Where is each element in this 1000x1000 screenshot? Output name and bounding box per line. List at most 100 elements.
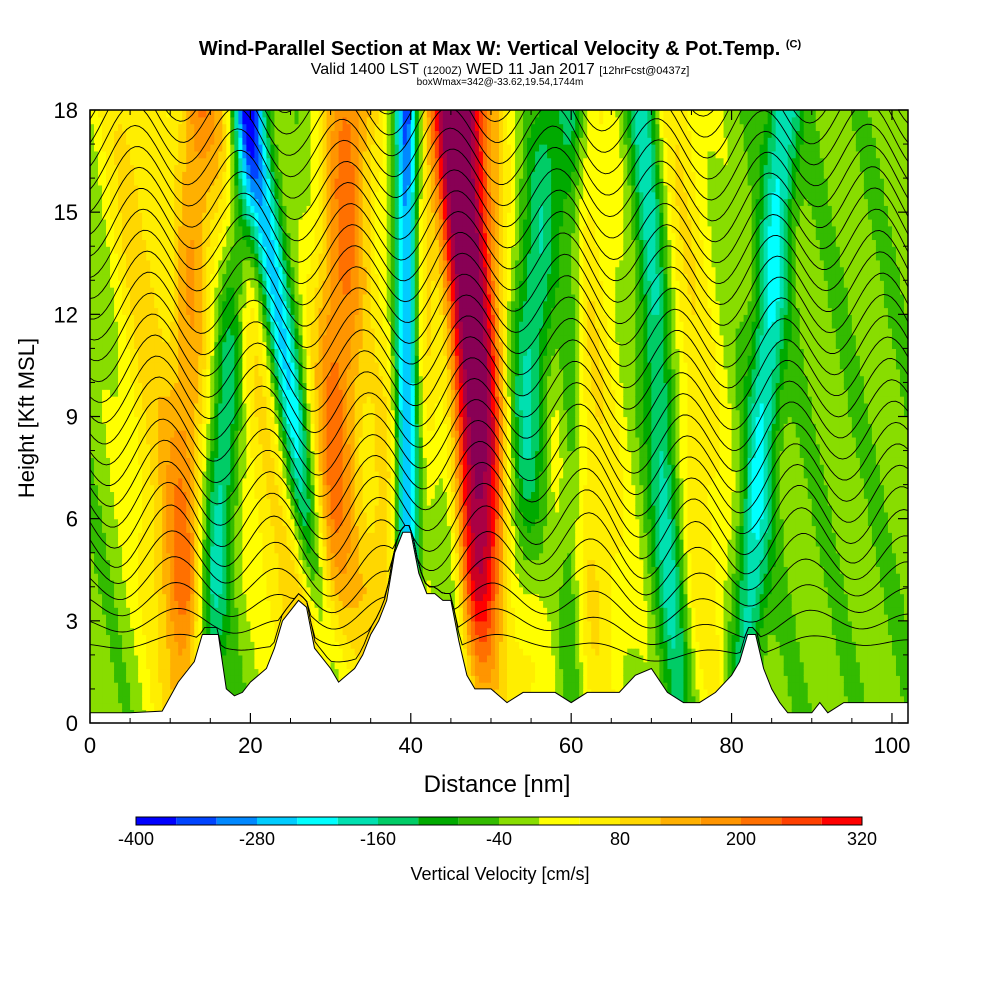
velocity-cell bbox=[122, 593, 127, 601]
velocity-cell bbox=[126, 620, 131, 629]
velocity-cell bbox=[286, 423, 292, 431]
velocity-cell bbox=[98, 600, 103, 608]
velocity-cell bbox=[274, 314, 280, 322]
velocity-cell bbox=[130, 695, 135, 704]
velocity-cell bbox=[294, 348, 300, 356]
velocity-cell bbox=[226, 164, 231, 172]
velocity-cell bbox=[134, 239, 139, 247]
velocity-cell bbox=[226, 327, 231, 336]
velocity-cell bbox=[170, 280, 175, 288]
velocity-cell bbox=[94, 191, 99, 200]
velocity-cell bbox=[262, 253, 268, 261]
velocity-cell bbox=[102, 334, 107, 343]
velocity-cell bbox=[186, 239, 191, 247]
velocity-cell bbox=[238, 518, 243, 527]
velocity-cell bbox=[258, 212, 264, 220]
velocity-cell bbox=[98, 232, 103, 241]
velocity-cell bbox=[262, 525, 268, 533]
velocity-cell bbox=[282, 314, 288, 322]
velocity-cell bbox=[138, 314, 143, 322]
velocity-cell bbox=[190, 559, 195, 567]
velocity-cell bbox=[298, 218, 304, 227]
velocity-cell bbox=[162, 368, 167, 377]
velocity-cell bbox=[306, 137, 312, 145]
velocity-cell bbox=[210, 225, 215, 234]
velocity-cell bbox=[222, 225, 227, 234]
velocity-cell bbox=[290, 157, 296, 166]
velocity-cell bbox=[182, 641, 187, 649]
velocity-cell bbox=[250, 362, 255, 370]
velocity-cell bbox=[94, 525, 99, 533]
velocity-cell bbox=[198, 191, 203, 200]
velocity-cell bbox=[130, 511, 135, 520]
velocity-cell bbox=[186, 273, 191, 281]
velocity-cell bbox=[114, 430, 119, 438]
velocity-cell bbox=[158, 266, 163, 275]
velocity-cell bbox=[106, 171, 111, 179]
velocity-cell bbox=[162, 661, 167, 670]
velocity-cell bbox=[258, 539, 264, 547]
velocity-cell bbox=[250, 212, 255, 220]
velocity-cell bbox=[170, 464, 175, 472]
velocity-cell bbox=[130, 702, 135, 710]
velocity-cell bbox=[130, 600, 135, 608]
velocity-cell bbox=[134, 511, 139, 520]
velocity-cell bbox=[282, 280, 288, 288]
velocity-cell bbox=[122, 300, 127, 309]
velocity-cell bbox=[158, 579, 163, 588]
velocity-cell bbox=[154, 620, 159, 629]
velocity-cell bbox=[158, 511, 163, 520]
velocity-cell bbox=[134, 620, 139, 629]
velocity-cell bbox=[234, 253, 239, 261]
velocity-cell bbox=[194, 614, 199, 622]
velocity-cell bbox=[298, 239, 304, 247]
velocity-cell bbox=[234, 212, 239, 220]
velocity-cell bbox=[202, 130, 207, 138]
velocity-cell bbox=[114, 110, 119, 118]
velocity-cell bbox=[114, 450, 119, 458]
velocity-cell bbox=[134, 470, 139, 479]
velocity-cell bbox=[90, 239, 95, 247]
velocity-cell bbox=[158, 110, 163, 118]
velocity-cell bbox=[186, 457, 191, 465]
velocity-cell bbox=[114, 607, 119, 615]
velocity-cell bbox=[166, 239, 171, 247]
velocity-cell bbox=[102, 273, 107, 281]
velocity-cell bbox=[186, 409, 191, 418]
velocity-cell bbox=[122, 157, 127, 166]
velocity-cell bbox=[270, 198, 276, 206]
velocity-cell bbox=[138, 552, 143, 561]
velocity-cell bbox=[150, 457, 155, 465]
velocity-cell bbox=[154, 654, 159, 663]
velocity-cell bbox=[242, 191, 247, 200]
velocity-cell bbox=[214, 198, 219, 206]
velocity-cell bbox=[154, 682, 159, 690]
velocity-cell bbox=[238, 443, 243, 452]
velocity-cell bbox=[270, 532, 276, 540]
velocity-cell bbox=[290, 464, 296, 472]
velocity-cell bbox=[94, 212, 99, 220]
velocity-cell bbox=[142, 586, 147, 595]
velocity-cell bbox=[186, 116, 191, 125]
velocity-cell bbox=[114, 341, 119, 349]
velocity-cell bbox=[226, 375, 231, 384]
velocity-cell bbox=[154, 505, 159, 513]
velocity-cell bbox=[94, 389, 99, 397]
velocity-cell bbox=[198, 586, 203, 595]
velocity-cell bbox=[258, 457, 264, 465]
velocity-cell bbox=[158, 525, 163, 533]
velocity-cell bbox=[90, 368, 95, 377]
velocity-cell bbox=[222, 648, 227, 656]
velocity-cell bbox=[178, 668, 183, 676]
velocity-cell bbox=[162, 498, 167, 506]
velocity-cell bbox=[198, 334, 203, 343]
velocity-cell bbox=[146, 150, 151, 159]
velocity-cell bbox=[178, 300, 183, 309]
velocity-cell bbox=[130, 110, 135, 118]
velocity-cell bbox=[150, 368, 155, 377]
velocity-cell bbox=[222, 327, 227, 336]
velocity-cell bbox=[250, 334, 255, 343]
velocity-cell bbox=[142, 614, 147, 622]
velocity-cell bbox=[118, 130, 123, 138]
velocity-cell bbox=[258, 620, 264, 629]
